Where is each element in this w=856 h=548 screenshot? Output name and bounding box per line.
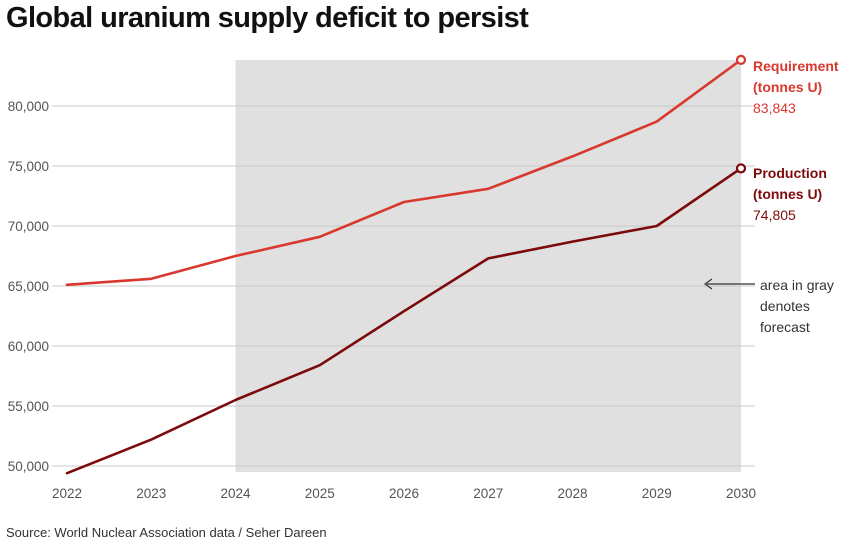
- chart-title: Global uranium supply deficit to persist: [6, 2, 529, 34]
- series-end-value: 74,805: [753, 207, 796, 223]
- series-line-production: [65, 167, 743, 475]
- x-tick-label: 2024: [220, 486, 251, 501]
- series-end-marker: [735, 163, 747, 174]
- y-tick-label: 75,000: [8, 159, 49, 174]
- x-tick-label: 2029: [642, 486, 672, 501]
- x-tick-label: 2023: [136, 486, 166, 501]
- y-tick-label: 60,000: [8, 339, 49, 354]
- series-end-value: 83,843: [753, 100, 796, 116]
- x-tick-label: 2025: [305, 486, 335, 501]
- annotation-arrowhead: [703, 278, 713, 290]
- x-tick-label: 2027: [473, 486, 503, 501]
- y-tick-label: 70,000: [8, 219, 49, 234]
- annotation-text: forecast: [760, 319, 810, 335]
- x-tick-label: 2030: [726, 486, 756, 501]
- series-label-requirement: Requirement: [753, 58, 839, 74]
- forecast-band: [235, 60, 741, 472]
- annotation-text: area in gray: [760, 277, 834, 293]
- x-tick-label: 2028: [557, 486, 587, 501]
- x-tick-label: 2026: [389, 486, 419, 501]
- annotation-text: denotes: [760, 298, 810, 314]
- series-label-production: Production: [753, 165, 827, 181]
- series-label-production: (tonnes U): [753, 186, 822, 202]
- x-tick-label: 2022: [52, 486, 82, 501]
- source-note: Source: World Nuclear Association data /…: [6, 525, 327, 540]
- y-tick-label: 55,000: [8, 399, 49, 414]
- y-tick-label: 80,000: [8, 99, 49, 114]
- y-tick-label: 65,000: [8, 279, 49, 294]
- series-label-requirement: (tonnes U): [753, 79, 822, 95]
- series-end-marker: [735, 54, 747, 65]
- series-line-requirement: [65, 58, 743, 287]
- y-tick-label: 50,000: [8, 459, 49, 474]
